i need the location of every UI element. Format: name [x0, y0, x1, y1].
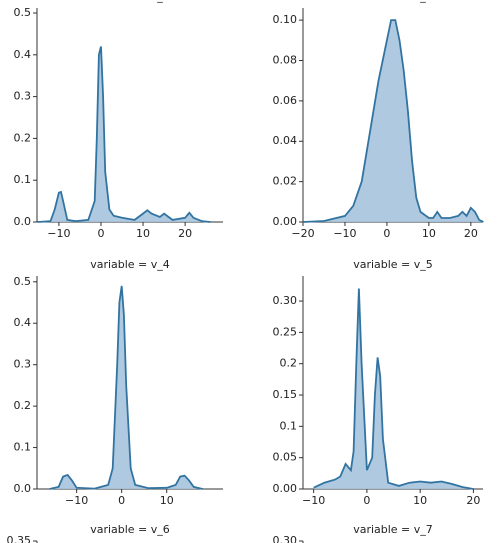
y-tick-label: 0.05 — [273, 451, 298, 464]
y-tick-label: 0.5 — [14, 275, 32, 288]
x-tick-label: 0 — [118, 494, 125, 507]
density-line — [313, 288, 474, 490]
y-tick-label: 0.10 — [273, 13, 298, 26]
panel-title: variable = v_2 — [90, 0, 170, 3]
y-tick-label: 0.08 — [273, 53, 298, 66]
x-tick-label: 20 — [464, 227, 478, 240]
y-tick-label: 0.00 — [273, 482, 298, 495]
y-tick-label: 0.3 — [14, 90, 32, 103]
x-tick-label: 10 — [422, 227, 436, 240]
x-tick-label: −20 — [291, 227, 314, 240]
y-tick-label: 0.30 — [273, 294, 298, 307]
x-tick-label: 10 — [160, 494, 174, 507]
density-line — [37, 46, 211, 223]
x-tick-label: −10 — [333, 227, 356, 240]
y-tick-label: 0.2 — [280, 357, 298, 370]
x-tick-label: −10 — [302, 494, 325, 507]
x-tick-label: −10 — [47, 227, 70, 240]
y-tick-label: 0.00 — [273, 215, 298, 228]
y-tick-label: 0.15 — [273, 388, 298, 401]
y-tick-label: 0.04 — [273, 134, 298, 147]
y-tick-label: 0.4 — [14, 316, 32, 329]
x-tick-label: 10 — [413, 494, 427, 507]
y-tick-label: 0.1 — [14, 441, 32, 454]
y-tick-label: 0.2 — [14, 131, 32, 144]
y-tick-label: 0.06 — [273, 94, 298, 107]
x-tick-label: −10 — [65, 494, 88, 507]
density-line — [49, 285, 203, 490]
y-tick-label: 0.35 — [7, 534, 32, 543]
y-tick-label: 0.30 — [273, 534, 298, 543]
y-tick-label: 0.02 — [273, 175, 298, 188]
x-tick-label: 20 — [178, 227, 192, 240]
panel-title: variable = v_3 — [353, 0, 433, 3]
y-tick-label: 0.4 — [14, 48, 32, 61]
density-line — [302, 19, 484, 223]
y-tick-label: 0.2 — [14, 399, 32, 412]
density-area — [37, 46, 211, 222]
x-tick-label: 0 — [363, 494, 370, 507]
panel-title: variable = v_7 — [353, 523, 433, 536]
panel-title: variable = v_6 — [90, 523, 170, 536]
x-tick-label: 0 — [97, 227, 104, 240]
x-tick-label: 0 — [383, 227, 390, 240]
panel-title: variable = v_5 — [353, 258, 433, 271]
y-tick-label: 0.5 — [14, 6, 32, 19]
x-tick-label: 10 — [136, 227, 150, 240]
x-tick-label: 20 — [466, 494, 480, 507]
density-area — [303, 20, 484, 222]
y-tick-label: 0.1 — [280, 419, 298, 432]
y-tick-label: 0.0 — [14, 482, 32, 495]
density-area — [313, 288, 474, 489]
y-tick-label: 0.0 — [14, 215, 32, 228]
y-tick-label: 0.1 — [14, 173, 32, 186]
y-tick-label: 0.3 — [14, 358, 32, 371]
panel-title: variable = v_4 — [90, 258, 170, 271]
y-tick-label: 0.25 — [273, 325, 298, 338]
